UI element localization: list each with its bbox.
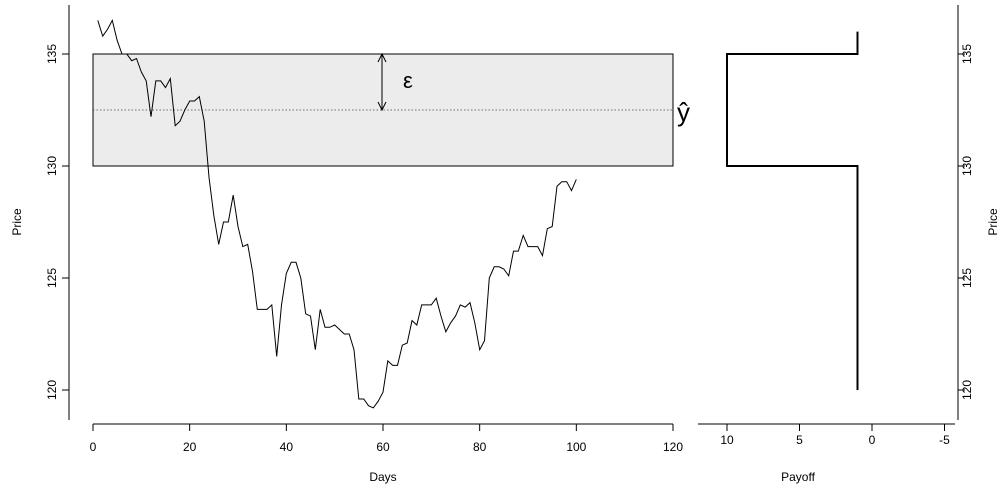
right-x-tick-label: -5: [939, 433, 950, 447]
left-y-axis: 120 125 130 135: [45, 5, 70, 420]
right-panel: 10 5 0 -5 120 125 130 135 Payoff Price: [698, 5, 1000, 484]
left-y-tick-label: 130: [45, 156, 59, 176]
left-y-tick-label: 125: [45, 268, 59, 288]
left-panel: ε ŷ 0 20 40 60 80 100 120 120 125 130 135 Days Pr…: [10, 5, 690, 484]
left-x-tick-label: 40: [280, 440, 294, 454]
right-x-axis-title: Payoff: [781, 470, 815, 484]
right-x-tick-label: 0: [869, 433, 876, 447]
right-y-axis-title: Price: [986, 208, 1000, 236]
epsilon-arrow: [377, 52, 387, 112]
left-x-tick-label: 0: [90, 440, 97, 454]
right-y-tick-label: 130: [960, 156, 974, 176]
price-series-line: [97, 19, 577, 409]
left-x-tick-label: 120: [663, 440, 683, 454]
right-x-axis: 10 5 0 -5: [698, 423, 955, 447]
left-x-tick-label: 80: [473, 440, 487, 454]
left-x-axis-title: Days: [369, 470, 396, 484]
epsilon-label: ε: [403, 68, 413, 93]
payoff-line: [726, 31, 859, 390]
left-x-tick-label: 60: [376, 440, 390, 454]
right-x-tick-label: 10: [720, 433, 734, 447]
right-y-axis: 120 125 130 135: [957, 5, 974, 420]
left-x-axis: 0 20 40 60 80 100 120: [90, 423, 683, 454]
right-x-tick-label: 5: [796, 433, 803, 447]
right-y-tick-label: 125: [960, 268, 974, 288]
right-y-tick-label: 120: [960, 380, 974, 400]
left-y-tick-label: 135: [45, 44, 59, 64]
left-x-tick-label: 20: [183, 440, 197, 454]
left-x-tick-label: 100: [566, 440, 586, 454]
epsilon-band: [92, 53, 674, 167]
left-y-axis-title: Price: [10, 208, 24, 236]
yhat-label: ŷ: [677, 97, 690, 127]
right-y-tick-label: 135: [960, 44, 974, 64]
left-y-tick-label: 120: [45, 380, 59, 400]
